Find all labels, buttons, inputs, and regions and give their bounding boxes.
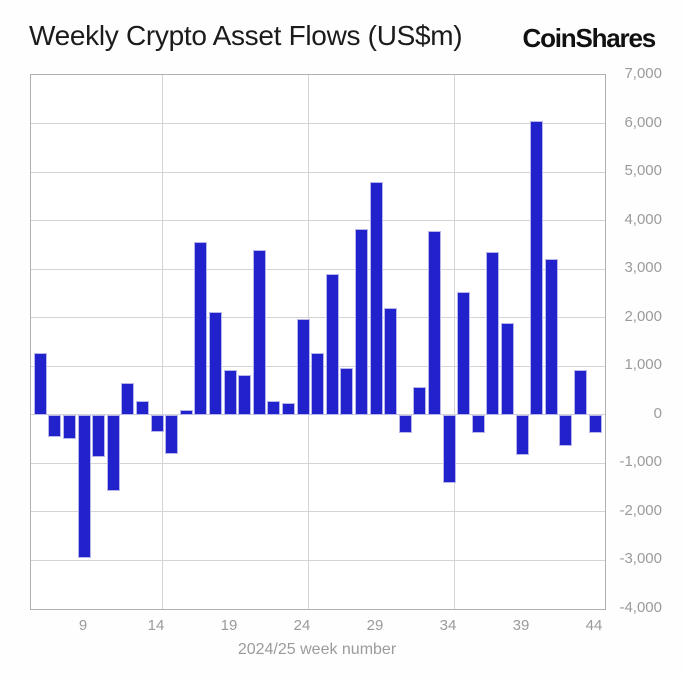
bar-week-41 — [544, 258, 558, 415]
bar-week-9 — [77, 414, 91, 559]
bar-week-8 — [62, 414, 76, 440]
bar-week-36 — [471, 414, 485, 433]
h-gridline-3000 — [31, 268, 605, 270]
bar-week-33 — [427, 231, 441, 415]
h-gridline--1000 — [31, 462, 605, 464]
bar-week-15 — [165, 414, 179, 455]
y-tick-label-6000: 6,000 — [624, 113, 662, 131]
h-gridline--3000 — [31, 559, 605, 561]
bar-week-30 — [384, 307, 398, 415]
bar-week-6 — [33, 352, 47, 415]
h-gridline-6000 — [31, 123, 605, 125]
bar-week-7 — [48, 414, 62, 438]
x-tick-label-14: 14 — [147, 617, 165, 634]
y-tick-label-5000: 5,000 — [624, 162, 662, 180]
x-tick-label-34: 34 — [439, 617, 457, 634]
bar-week-37 — [486, 252, 500, 415]
bar-week-43 — [573, 369, 587, 415]
bar-week-27 — [340, 367, 354, 415]
h-gridline-5000 — [31, 171, 605, 173]
bar-week-35 — [457, 292, 471, 415]
bar-week-17 — [194, 242, 208, 415]
coinshares-logo: CoinShares — [522, 23, 657, 53]
y-tick-label-4000: 4,000 — [624, 210, 662, 228]
bar-week-16 — [179, 409, 193, 415]
x-tick-label-24: 24 — [293, 617, 311, 634]
bar-week-28 — [354, 229, 368, 415]
x-tick-label-19: 19 — [220, 617, 238, 634]
y-tick-label--3000: -3,000 — [619, 550, 662, 568]
h-gridline-2000 — [31, 317, 605, 319]
bar-week-31 — [398, 414, 412, 433]
v-gridline-week-34 — [454, 75, 455, 609]
h-gridline-0 — [31, 414, 605, 416]
bar-week-11 — [106, 414, 120, 492]
x-tick-label-9: 9 — [78, 617, 88, 634]
bar-week-26 — [325, 273, 339, 415]
v-gridline-week-14 — [162, 75, 163, 609]
bar-week-18 — [208, 312, 222, 415]
h-gridline--2000 — [31, 511, 605, 513]
bar-week-12 — [121, 382, 135, 415]
x-tick-label-29: 29 — [366, 617, 384, 634]
y-tick-label-1000: 1,000 — [624, 356, 662, 374]
chart-title: Weekly Crypto Asset Flows (US$m) — [29, 20, 463, 51]
bar-week-25 — [311, 352, 325, 415]
x-axis-title: 2024/25 week number — [237, 641, 397, 658]
y-tick-label-7000: 7,000 — [624, 65, 662, 82]
y-tick-label-3000: 3,000 — [624, 259, 662, 277]
bar-week-14 — [150, 414, 164, 432]
bar-week-22 — [267, 400, 281, 415]
y-tick-label-0: 0 — [653, 404, 662, 422]
x-tick-label-44: 44 — [585, 617, 603, 634]
bar-week-20 — [238, 374, 252, 415]
bar-week-29 — [369, 182, 383, 415]
x-tick-label-39: 39 — [512, 617, 530, 634]
bar-week-24 — [296, 318, 310, 415]
bar-week-42 — [559, 414, 573, 446]
bar-week-13 — [135, 400, 149, 415]
y-tick-label--4000: -4,000 — [619, 599, 662, 616]
y-tick-label--1000: -1,000 — [619, 453, 662, 471]
h-gridline-4000 — [31, 220, 605, 222]
plot-area — [30, 74, 606, 610]
bar-week-40 — [530, 121, 544, 415]
bar-week-21 — [252, 250, 266, 415]
bar-week-23 — [281, 402, 295, 415]
y-tick-label-2000: 2,000 — [624, 307, 662, 325]
bar-week-44 — [588, 414, 602, 433]
bar-week-34 — [442, 414, 456, 483]
bar-week-32 — [413, 386, 427, 415]
bar-week-39 — [515, 414, 529, 456]
y-tick-label--2000: -2,000 — [619, 501, 662, 519]
bar-week-10 — [92, 414, 106, 458]
bar-week-38 — [500, 322, 514, 415]
bar-week-19 — [223, 369, 237, 415]
